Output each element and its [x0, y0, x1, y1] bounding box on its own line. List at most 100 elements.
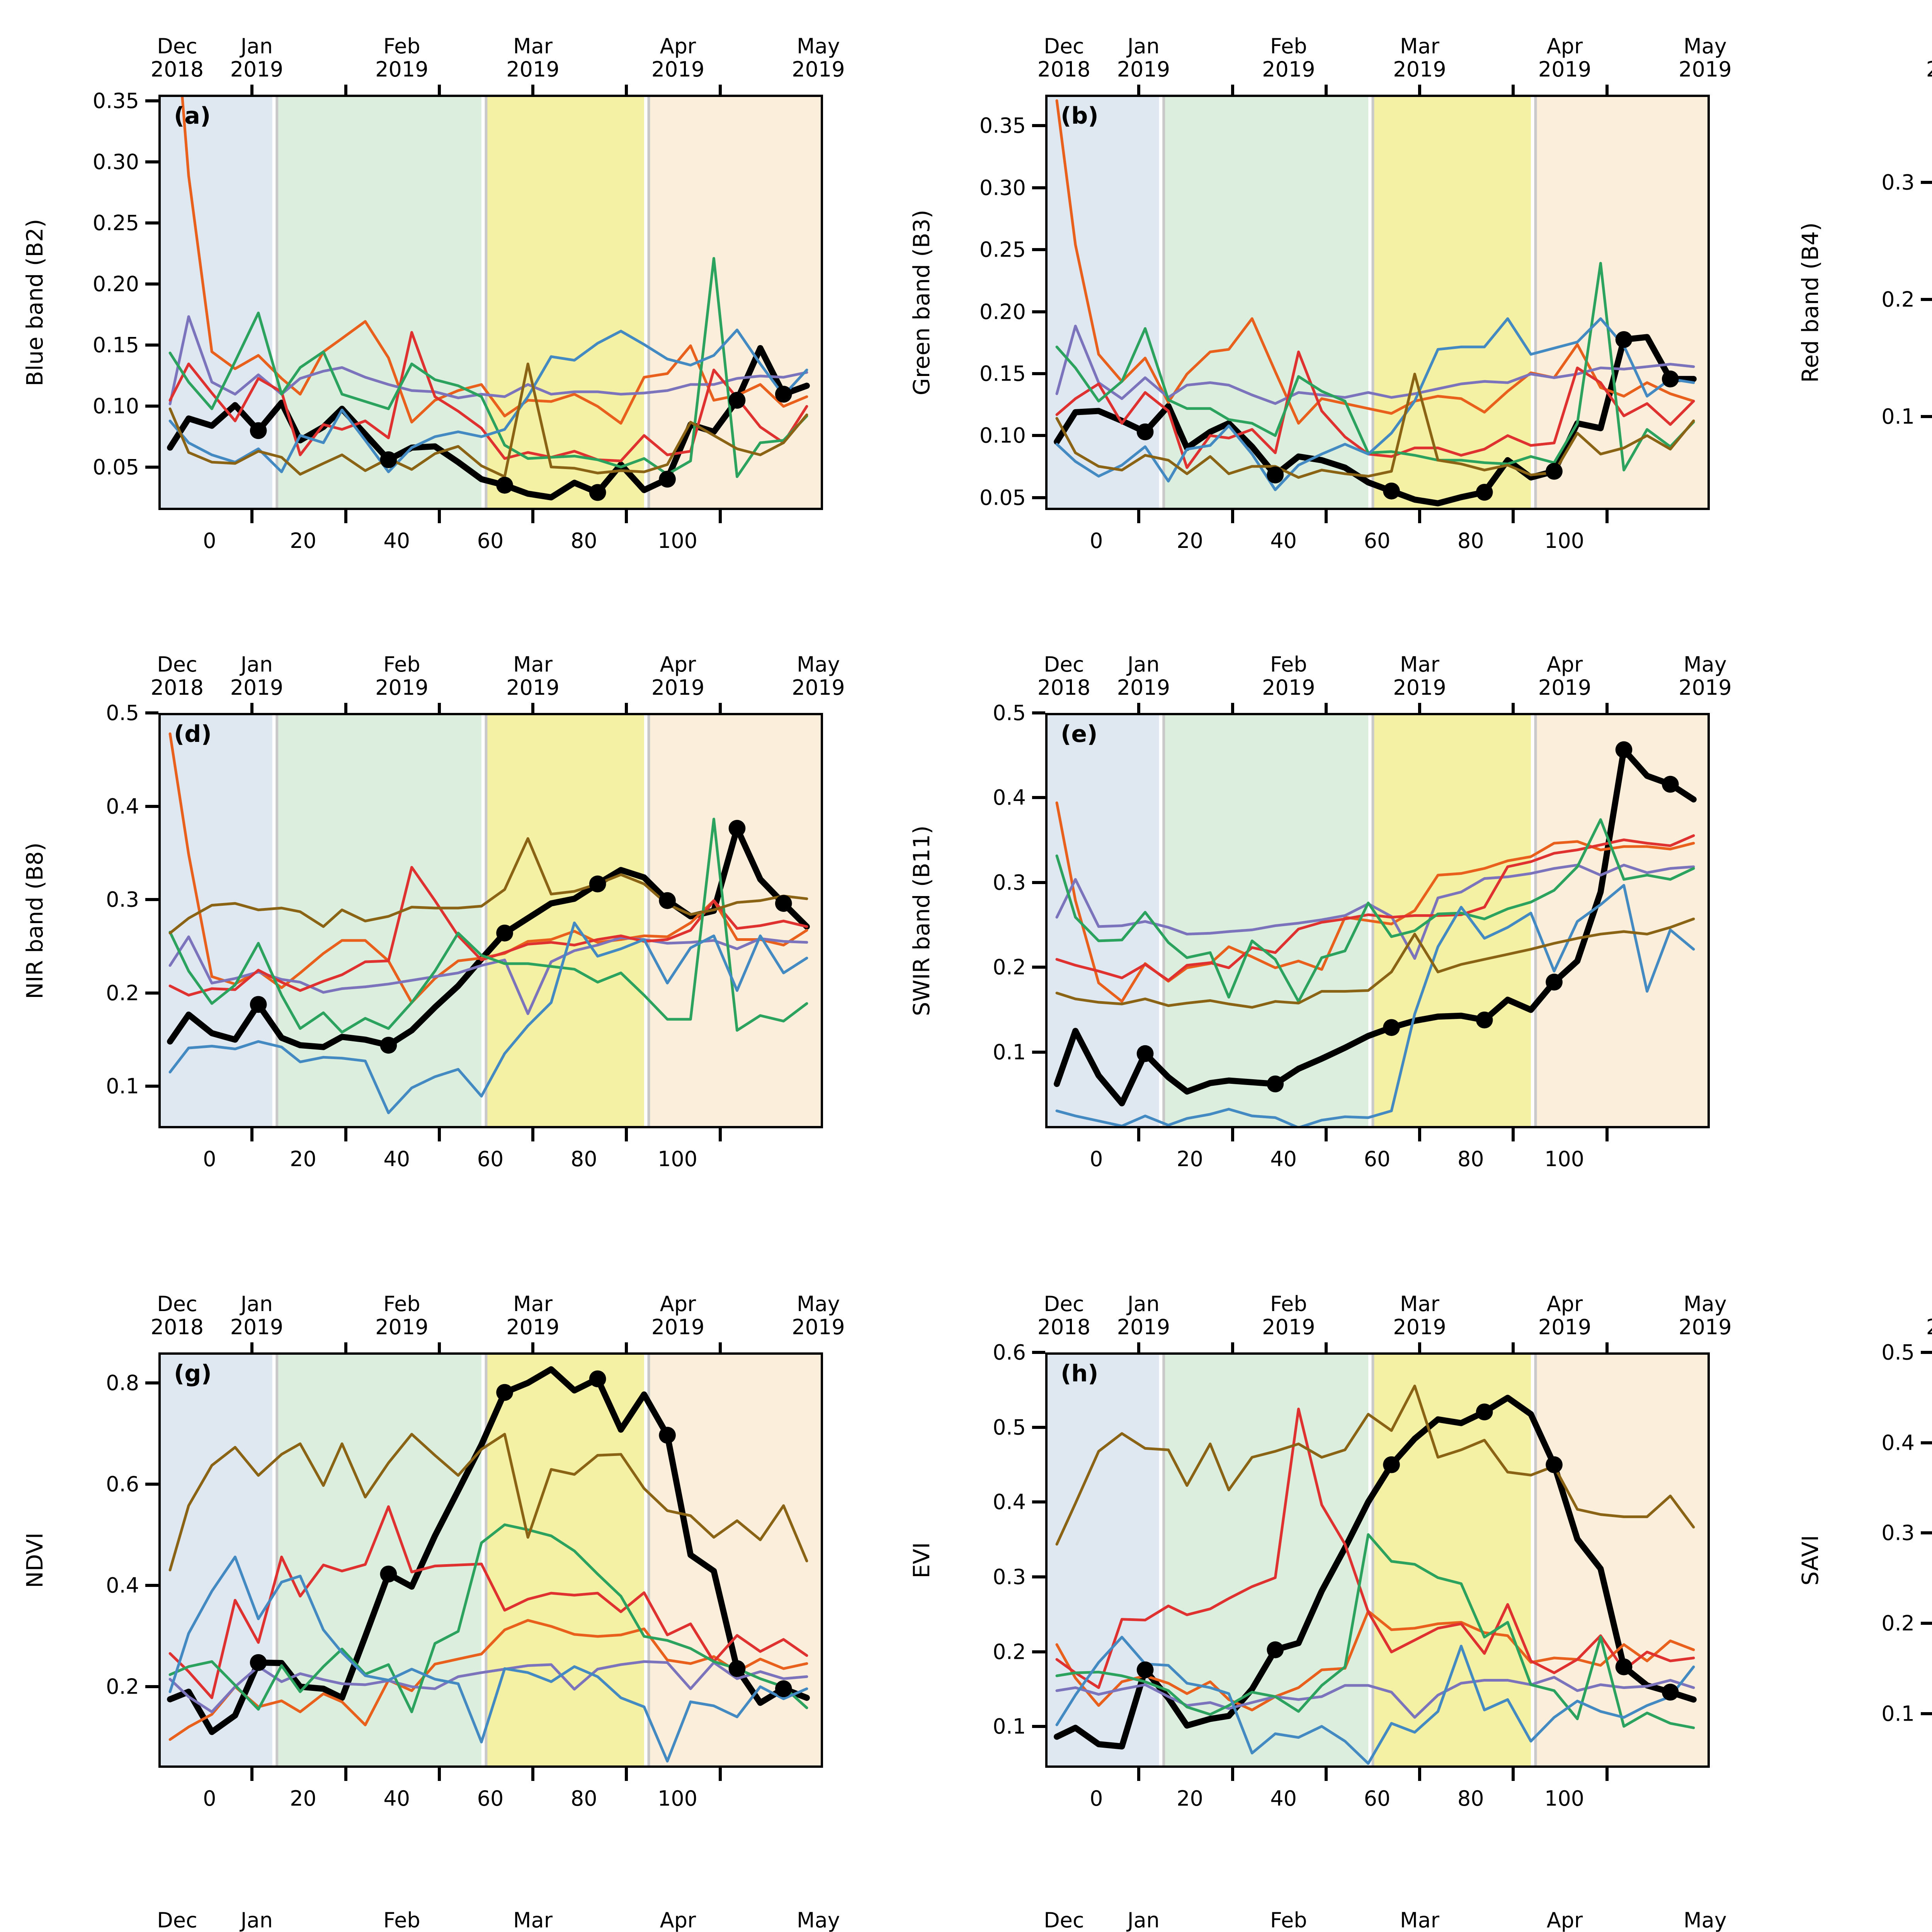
y-axis-label-i: SAVI — [1797, 1535, 1823, 1585]
x-tick — [718, 510, 722, 523]
x-tick — [531, 510, 534, 523]
x-tick-top — [1137, 1342, 1141, 1352]
y-tick-label: 0.5 — [993, 1415, 1026, 1440]
x-tick-top — [1231, 85, 1234, 95]
x-tick-top — [1231, 703, 1234, 713]
x-tick-label: 60 — [477, 1786, 504, 1811]
x-tick — [250, 1768, 254, 1781]
y-tick-label: 0.2 — [1881, 1611, 1915, 1636]
y-axis-label-d: NIR band (B8) — [22, 842, 48, 999]
x-tick — [1231, 1128, 1234, 1141]
x-tick-top — [1137, 703, 1141, 713]
plot-area-b: (b) — [1045, 95, 1710, 510]
y-tick — [145, 711, 158, 714]
y-axis-label-g: NDVI — [22, 1532, 48, 1588]
y-tick — [1032, 881, 1045, 884]
x-tick — [625, 1128, 628, 1141]
x-tick — [1605, 510, 1609, 523]
x-tick-top — [1418, 703, 1421, 713]
y-tick-label: 0.20 — [92, 272, 139, 296]
y-tick — [1921, 1712, 1932, 1715]
x-tick — [1418, 1128, 1421, 1141]
x-tick-label: 60 — [477, 529, 504, 553]
y-tick — [145, 1482, 158, 1486]
x-tick-label: 80 — [570, 1786, 597, 1811]
x-tick-label: 20 — [1177, 1786, 1203, 1811]
y-tick-label: 0.20 — [979, 299, 1026, 324]
y-tick — [1032, 1351, 1045, 1354]
x-tick-label: 100 — [657, 1786, 698, 1811]
y-tick — [145, 160, 158, 163]
x-tick-label: 20 — [1177, 529, 1203, 553]
x-tick-top — [1605, 1342, 1609, 1352]
y-axis-label-j: MNDWI — [22, 1930, 48, 1932]
x-tick — [1137, 510, 1141, 523]
y-axis-label-a: Blue band (B2) — [22, 218, 48, 386]
plot-area-h: (h) — [1045, 1352, 1710, 1768]
x-tick — [1324, 1768, 1328, 1781]
y-tick-label: 0.4 — [993, 1490, 1026, 1514]
y-tick — [1032, 248, 1045, 252]
y-axis-label-h: EVI — [908, 1542, 935, 1578]
x-tick-label: 40 — [1270, 529, 1297, 553]
y-tick — [1921, 181, 1932, 184]
x-tick — [718, 1128, 722, 1141]
x-tick — [718, 1768, 722, 1781]
panel-tag-h: (h) — [1061, 1360, 1099, 1387]
y-tick — [1032, 1500, 1045, 1504]
y-tick-label: 0.5 — [1881, 1340, 1915, 1365]
x-tick-label: 0 — [1090, 1147, 1103, 1171]
y-axis-label-e: SWIR band (B11) — [908, 825, 935, 1016]
y-tick — [145, 1381, 158, 1384]
y-tick-label: 0.2 — [993, 955, 1026, 980]
x-tick-label: 20 — [290, 1147, 316, 1171]
y-tick — [1032, 186, 1045, 189]
y-tick-label: 0.6 — [106, 1472, 139, 1497]
y-tick — [1032, 966, 1045, 969]
y-tick — [1921, 415, 1932, 418]
y-tick-label: 0.10 — [92, 394, 139, 418]
y-tick-label: 0.1 — [993, 1714, 1026, 1739]
x-tick — [437, 510, 441, 523]
x-tick-top — [1512, 703, 1515, 713]
x-tick — [1324, 510, 1328, 523]
y-tick — [145, 898, 158, 901]
x-tick-top — [437, 1342, 441, 1352]
y-tick-label: 0.05 — [92, 455, 139, 480]
y-tick-label: 0.4 — [106, 794, 139, 819]
y-tick-label: 0.3 — [993, 870, 1026, 895]
x-tick-label: 40 — [383, 1147, 410, 1171]
x-tick — [1137, 1128, 1141, 1141]
x-tick-top — [250, 703, 254, 713]
x-tick-label: 100 — [657, 1147, 698, 1171]
x-tick-top — [1605, 703, 1609, 713]
y-axis-label-k: LSWI — [908, 1930, 935, 1932]
x-tick-top — [344, 85, 347, 95]
x-tick — [344, 1768, 347, 1781]
y-tick — [1032, 372, 1045, 375]
y-tick-label: 0.3 — [993, 1565, 1026, 1589]
x-tick — [1324, 1128, 1328, 1141]
y-tick-label: 0.5 — [106, 701, 139, 725]
x-tick — [1605, 1768, 1609, 1781]
y-tick-label: 0.4 — [1881, 1430, 1915, 1455]
x-tick-top — [531, 703, 534, 713]
